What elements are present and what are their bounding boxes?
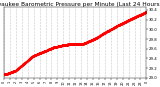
- Title: Milwaukee Barometric Pressure per Minute (Last 24 Hours): Milwaukee Barometric Pressure per Minute…: [0, 2, 160, 7]
